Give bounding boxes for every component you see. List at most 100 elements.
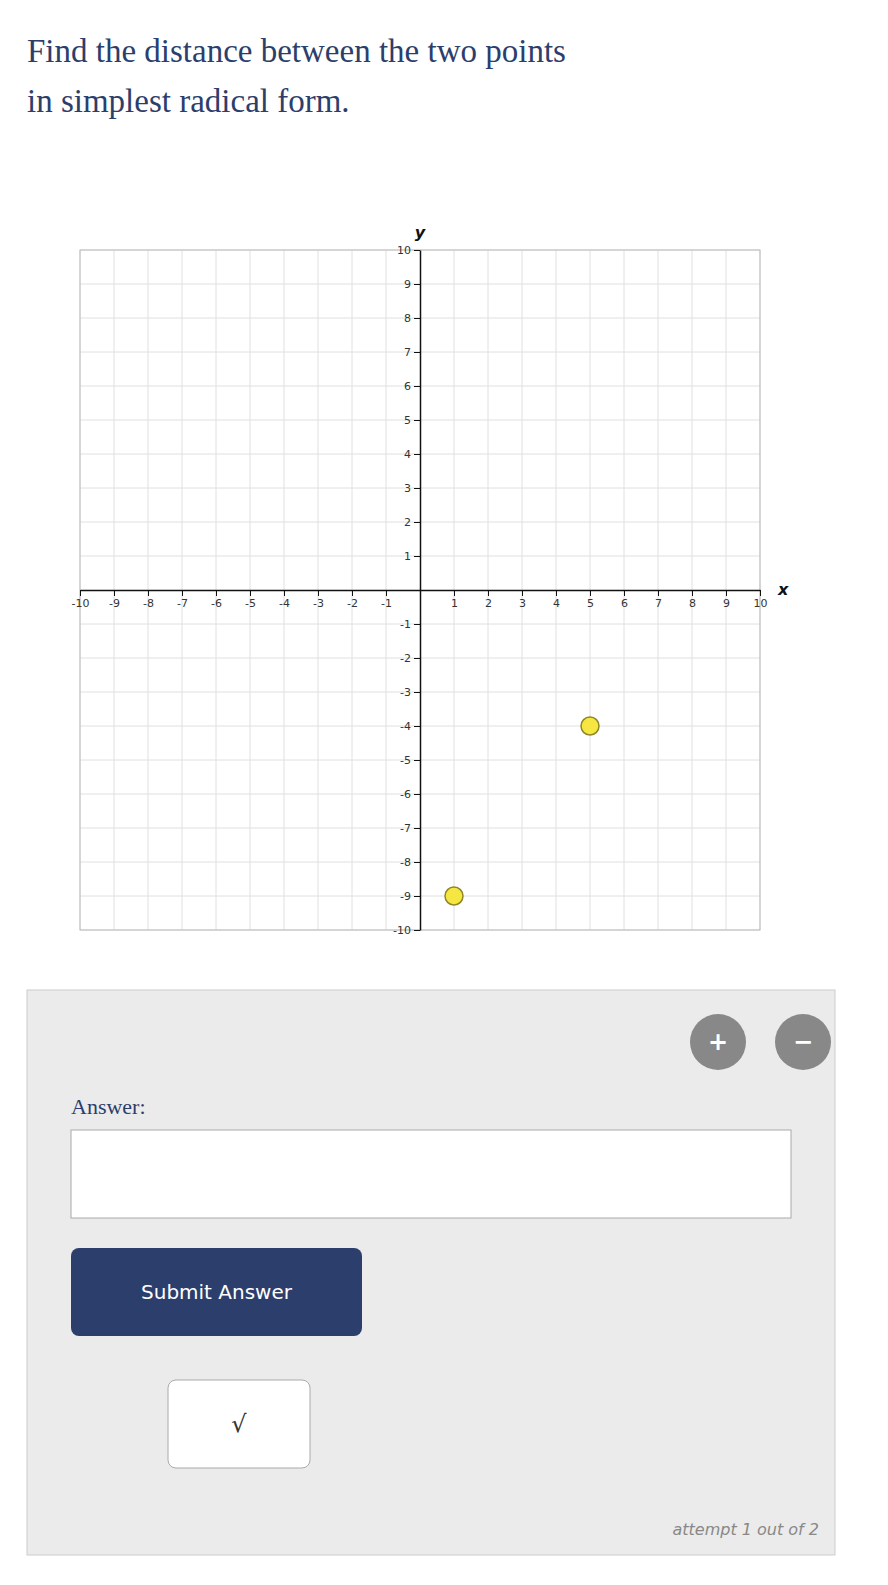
x-tick-label: 6 (621, 597, 628, 610)
x-tick-label: -4 (279, 597, 290, 610)
y-tick-mark (414, 454, 420, 455)
x-tick-label: -10 (72, 597, 90, 610)
y-tick: -7 (400, 822, 420, 835)
y-tick: 5 (404, 414, 420, 427)
y-tick-mark (414, 794, 420, 795)
x-tick-mark (386, 590, 387, 596)
x-tick-label: -8 (143, 597, 154, 610)
title: Find the distance between the two points (27, 33, 566, 69)
x-tick-mark (624, 590, 625, 596)
answer-input[interactable] (71, 1130, 791, 1218)
x-tick-mark (488, 590, 489, 596)
x-axis-label: x (777, 580, 789, 599)
zoom-in-button-label[interactable]: + (708, 1028, 728, 1056)
y-axis: -10-9-8-7-6-5-4-3-2-112345678910 (393, 244, 420, 937)
x-axis: -10-9-8-7-6-5-4-3-2-112345678910 (72, 590, 768, 610)
y-tick: -1 (400, 618, 420, 631)
x-tick-mark (760, 590, 761, 596)
y-tick-mark (414, 726, 420, 727)
y-tick-mark (414, 760, 420, 761)
x-tick: -6 (211, 590, 222, 610)
x-tick-mark (114, 590, 115, 596)
submit-button-label[interactable]: Submit Answer (141, 1280, 293, 1304)
x-tick-mark (148, 590, 149, 596)
y-tick: -2 (400, 652, 420, 665)
y-tick-label: -2 (400, 652, 411, 665)
y-tick: -5 (400, 754, 420, 767)
x-tick: 7 (655, 590, 662, 610)
y-tick-mark (414, 488, 420, 489)
panel-background (27, 990, 835, 1555)
attempt-text: attempt 1 out of 2 (672, 1520, 819, 1539)
x-tick: -3 (313, 590, 324, 610)
sqrt-button[interactable]: √ (168, 1380, 310, 1468)
zoom-out-button-label[interactable]: − (793, 1028, 813, 1056)
zoom-out-button-circle[interactable] (775, 1014, 831, 1070)
x-tick-label: -5 (245, 597, 256, 610)
x-tick-mark (590, 590, 591, 596)
y-tick-label: -1 (400, 618, 411, 631)
zoom-out-button[interactable]: − (775, 1014, 831, 1070)
y-tick-mark (414, 284, 420, 285)
x-tick: -4 (279, 590, 290, 610)
x-tick-label: 7 (655, 597, 662, 610)
grid (80, 250, 760, 930)
x-tick-label: -1 (381, 597, 392, 610)
x-tick-mark (318, 590, 319, 596)
x-tick-mark (352, 590, 353, 596)
x-tick-label: 1 (451, 597, 458, 610)
y-tick-label: -9 (400, 890, 411, 903)
y-tick-mark (414, 624, 420, 625)
y-tick: -9 (400, 890, 420, 903)
page: Find the distance between the two points… (0, 0, 888, 1585)
x-tick-mark (216, 590, 217, 596)
x-tick-mark (658, 590, 659, 596)
zoom-in-button[interactable]: + (690, 1014, 746, 1070)
x-tick-mark (726, 590, 727, 596)
x-tick-mark (522, 590, 523, 596)
y-tick: -10 (393, 924, 420, 937)
points (445, 717, 599, 905)
submit-button-box[interactable] (71, 1248, 362, 1336)
x-tick-mark (692, 590, 693, 596)
y-tick-mark (414, 930, 420, 931)
y-tick-mark (414, 828, 420, 829)
x-tick: 1 (451, 590, 458, 610)
x-tick-label: 5 (587, 597, 594, 610)
x-tick: 5 (587, 590, 594, 610)
y-tick-mark (414, 862, 420, 863)
y-tick-mark (414, 420, 420, 421)
submit-button[interactable]: Submit Answer (71, 1248, 362, 1336)
y-tick-mark (414, 250, 420, 251)
y-tick-label: -8 (400, 856, 411, 869)
y-tick-mark (414, 522, 420, 523)
x-tick-mark (250, 590, 251, 596)
y-tick: -4 (400, 720, 420, 733)
x-tick-label: -3 (313, 597, 324, 610)
y-tick-label: 4 (404, 448, 411, 461)
x-tick-mark (556, 590, 557, 596)
x-tick: -10 (72, 590, 90, 610)
x-tick: -7 (177, 590, 188, 610)
y-tick: 4 (404, 448, 420, 461)
x-tick-label: 3 (519, 597, 526, 610)
x-tick: -1 (381, 590, 392, 610)
y-axis-label: y (415, 223, 426, 242)
zoom-in-button-circle[interactable] (690, 1014, 746, 1070)
sqrt-button-box[interactable] (168, 1380, 310, 1468)
x-tick: 9 (723, 590, 730, 610)
x-tick-label: 2 (485, 597, 492, 610)
y-tick-mark (414, 386, 420, 387)
x-tick: 6 (621, 590, 628, 610)
x-tick-mark (454, 590, 455, 596)
x-tick: 8 (689, 590, 696, 610)
sqrt-button-label[interactable]: √ (231, 1410, 247, 1438)
y-tick: -8 (400, 856, 420, 869)
x-tick: -2 (347, 590, 358, 610)
y-tick-label: 2 (404, 516, 411, 529)
y-tick-label: -6 (400, 788, 411, 801)
x-tick: -5 (245, 590, 256, 610)
x-tick-label: -9 (109, 597, 120, 610)
x-tick-label: 10 (754, 597, 768, 610)
answer-panel: +−Answer:Submit Answer√attempt 1 out of … (27, 990, 835, 1555)
